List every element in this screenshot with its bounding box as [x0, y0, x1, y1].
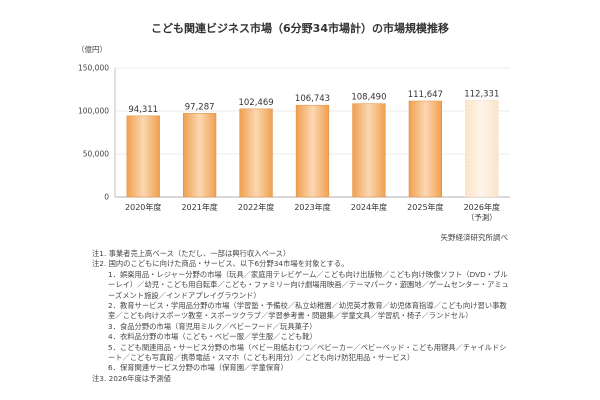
y-tick-label: 150,000 [78, 64, 109, 73]
value-label: 106,743 [295, 94, 330, 104]
bar [295, 104, 330, 198]
x-tick-label: 2021年度 [181, 202, 217, 212]
value-label: 111,647 [408, 90, 443, 100]
note-item-5: 5．こども関連用品・サービス分野の市場（ベビー用紙おむつ／ベビーカー／ベビーベッ… [108, 342, 507, 363]
note-item-4: 4．衣料品分野の市場（こども・ベビー服／学生服／こども靴） [108, 332, 317, 342]
notes: 注1. 事業者売上高ベース（ただし、一部は興行収入ベース） 注2. 国内のこども… [92, 249, 512, 384]
bar [183, 113, 217, 198]
y-axis-label: （億円） [77, 44, 107, 54]
y-tick-label: 100,000 [78, 107, 109, 116]
bar [126, 115, 160, 198]
y-tick-labels: 0 50,000 100,000 150,000 [78, 64, 109, 202]
source-credit: 矢野経済研究所調べ [440, 233, 509, 242]
chart-title: こども関連ビジネス市場（6分野34市場計）の市場規模推移 [151, 22, 449, 35]
x-tick-label: 2025年度 [407, 202, 443, 212]
bar [239, 108, 273, 198]
value-label: 112,331 [464, 89, 499, 99]
x-tick-label: 2026年度 [464, 202, 500, 212]
value-labels: 94,311 97,287 102,469 106,743 108,490 111,647… [128, 89, 499, 114]
x-tick-label: 2022年度 [238, 202, 274, 212]
x-tick-label: 2020年度 [125, 202, 161, 212]
note-item-6: 6．保育関連サービス分野の市場（保育園／学童保育） [108, 363, 288, 373]
x-tick-label: 2024年度 [351, 202, 387, 212]
x-tick-sublabel: （予測） [467, 212, 497, 222]
note-item-1: 1．娯楽用品・レジャー分野の市場（玩具／家庭用テレビゲーム／こども向け出版物／こ… [108, 269, 509, 300]
bar [408, 100, 442, 198]
y-tick-label: 0 [104, 193, 109, 202]
value-label: 102,469 [238, 98, 273, 108]
bar [352, 103, 386, 198]
value-label: 94,311 [128, 105, 158, 115]
value-label: 97,287 [185, 102, 215, 112]
note-1: 注1. 事業者売上高ベース（ただし、一部は興行収入ベース） [92, 249, 291, 258]
note-2: 注2. 国内のこどもに向けた商品・サービス、以下6分野34市場を対象とする。 [92, 259, 349, 269]
bar-chart: （億円） 0 50,000 100,000 150,000 94,311 97,287 1… [77, 44, 510, 222]
bar [465, 100, 499, 198]
x-tick-label: 2023年度 [294, 202, 330, 212]
note-item-3: 3．食品分野の市場（育児用ミルク／ベビーフード／玩具菓子） [108, 321, 317, 331]
x-tick-labels: 2020年度 2021年度 2022年度 2023年度 2024年度 2025年度 2026… [125, 202, 500, 222]
note-3: 注3. 2026年度は予測値 [92, 373, 171, 383]
note-item-2: 2．教育サービス・学用品分野の市場（学習塾・予備校／私立幼稚園／幼児英才教育／幼… [108, 301, 507, 321]
bars [126, 100, 499, 198]
value-label: 108,490 [351, 93, 386, 103]
y-tick-label: 50,000 [83, 150, 109, 159]
